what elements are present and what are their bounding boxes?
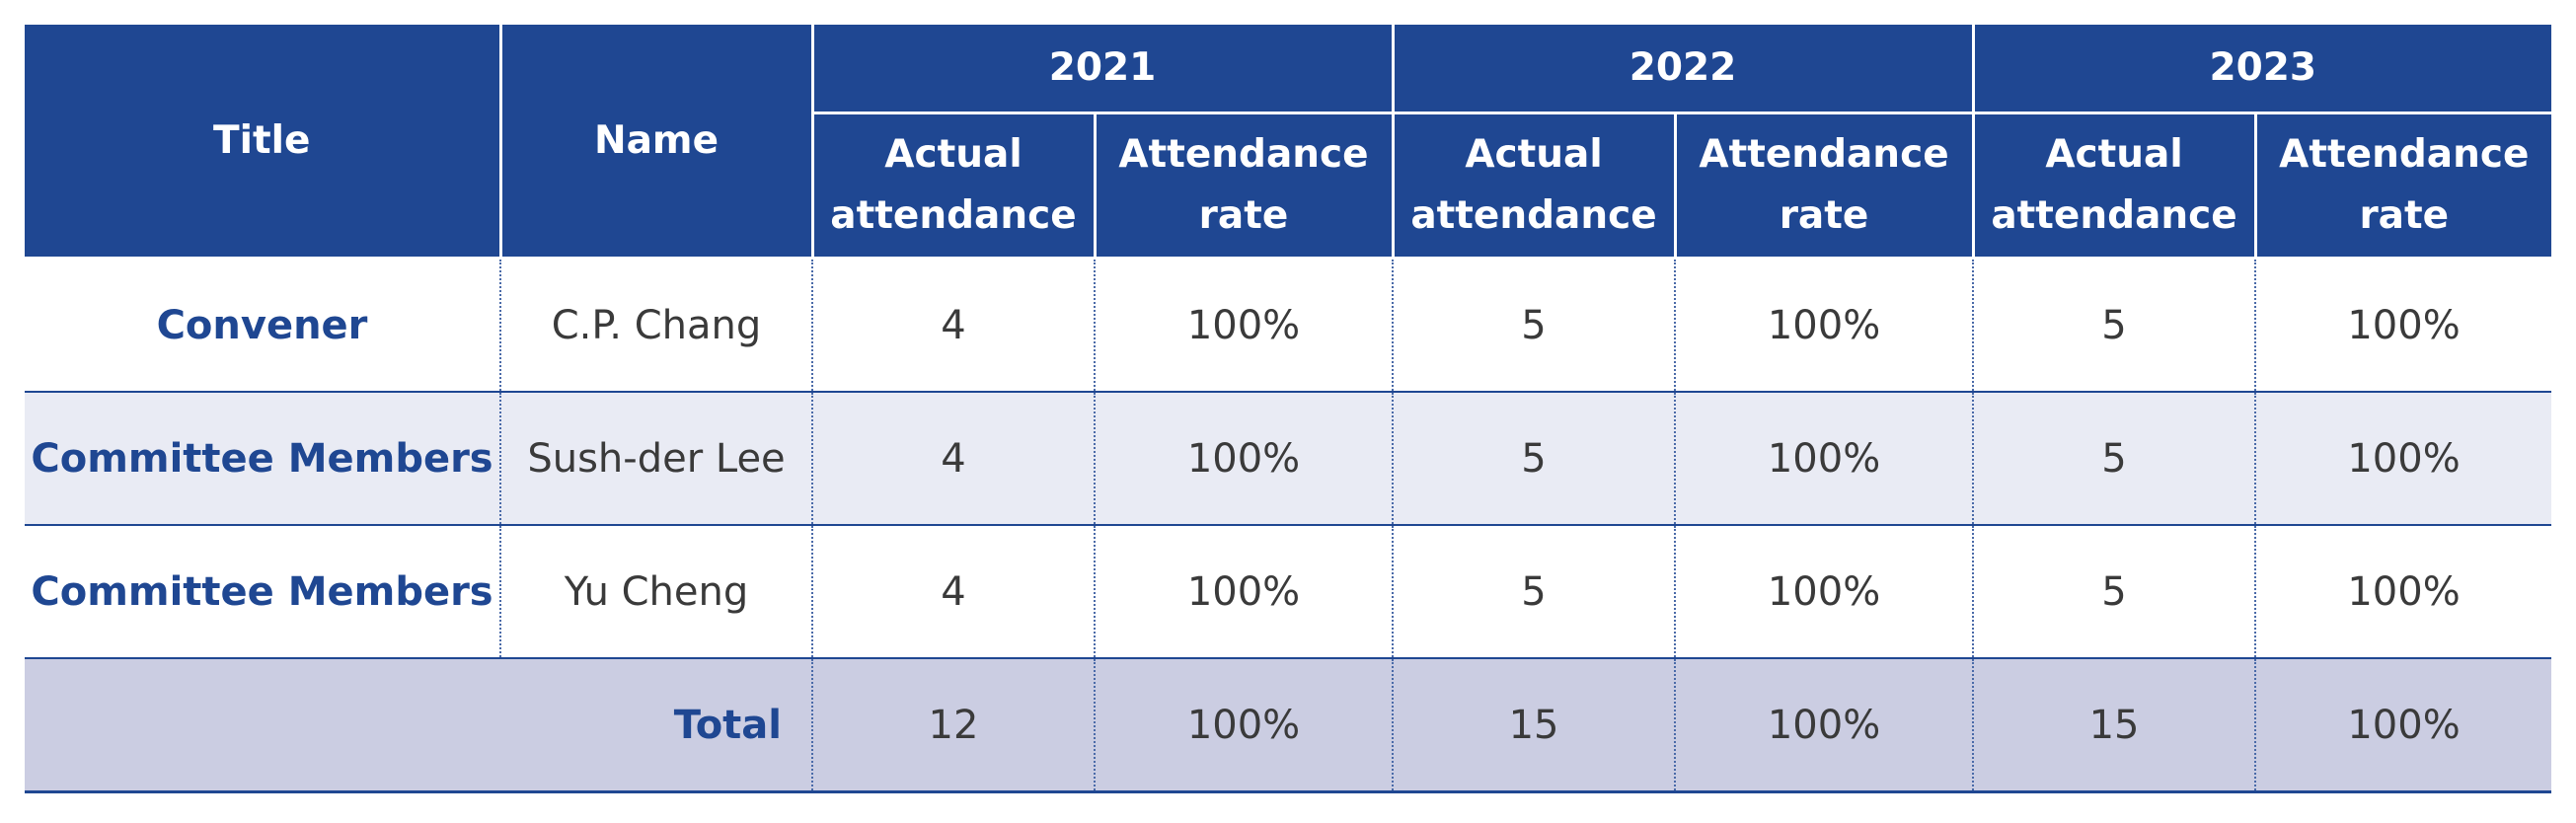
cell-value: 100%	[1095, 392, 1395, 526]
cell-value: 5	[1393, 258, 1677, 393]
row-name: Sush-der Lee	[500, 392, 813, 526]
row-name: C.P. Chang	[500, 258, 813, 393]
cell-value: 5	[1973, 258, 2257, 393]
attendance-table: Title Name 2021 2022 2023 Actual attenda…	[25, 25, 2552, 793]
row-name: Yu Cheng	[500, 525, 813, 659]
cell-value: 5	[1973, 392, 2257, 526]
header-year-2022: 2022	[1393, 25, 1975, 114]
cell-value: 100%	[2255, 525, 2552, 659]
header-actual-attendance: Actual attendance	[1973, 112, 2257, 260]
cell-value: 5	[1973, 525, 2257, 659]
cell-value: 100%	[1675, 258, 1975, 393]
total-value: 15	[1393, 658, 1677, 793]
total-value: 100%	[2255, 658, 2552, 793]
row-title: Committee Members	[25, 392, 501, 526]
cell-value: 4	[812, 258, 1096, 393]
cell-value: 100%	[2255, 258, 2552, 393]
cell-value: 100%	[1675, 525, 1975, 659]
header-actual-attendance: Actual attendance	[812, 112, 1097, 260]
header-attendance-rate: Attendance rate	[1095, 112, 1395, 260]
cell-value: 4	[812, 525, 1096, 659]
total-label: Total	[25, 658, 813, 793]
header-actual-attendance: Actual attendance	[1393, 112, 1677, 260]
total-value: 100%	[1675, 658, 1975, 793]
table-row: Convener C.P. Chang 4 100% 5 100% 5 100%	[25, 258, 2552, 393]
cell-value: 4	[812, 392, 1096, 526]
table-row: Committee Members Sush-der Lee 4 100% 5 …	[25, 392, 2552, 526]
total-value: 12	[812, 658, 1096, 793]
row-title: Convener	[25, 258, 501, 393]
total-value: 15	[1973, 658, 2257, 793]
cell-value: 100%	[2255, 392, 2552, 526]
total-value: 100%	[1095, 658, 1395, 793]
header-attendance-rate: Attendance rate	[1675, 112, 1975, 260]
attendance-table-container: Title Name 2021 2022 2023 Actual attenda…	[25, 25, 2552, 793]
cell-value: 5	[1393, 525, 1677, 659]
total-row: Total 12 100% 15 100% 15 100%	[25, 658, 2552, 793]
header-title: Title	[25, 25, 502, 260]
cell-value: 5	[1393, 392, 1677, 526]
cell-value: 100%	[1095, 258, 1395, 393]
header-attendance-rate: Attendance rate	[2255, 112, 2552, 260]
row-title: Committee Members	[25, 525, 501, 659]
cell-value: 100%	[1095, 525, 1395, 659]
header-year-2021: 2021	[812, 25, 1395, 114]
cell-value: 100%	[1675, 392, 1975, 526]
header-name: Name	[500, 25, 814, 260]
header-year-2023: 2023	[1973, 25, 2552, 114]
table-row: Committee Members Yu Cheng 4 100% 5 100%…	[25, 525, 2552, 659]
